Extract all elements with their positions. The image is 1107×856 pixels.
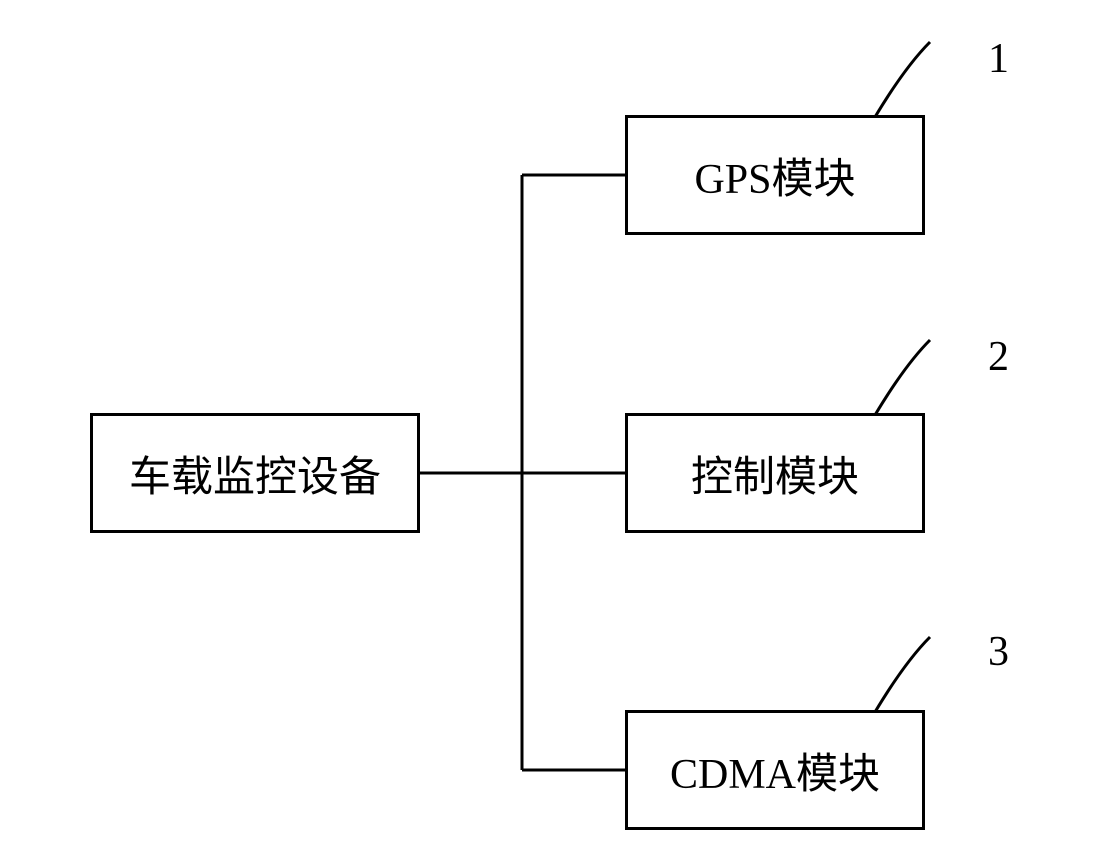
node-main-label: 车载监控设备: [129, 443, 381, 504]
node-ctrl: 控制模块: [625, 413, 925, 533]
node-gps-label: GPS模块: [694, 145, 855, 206]
ref-label-1: 1: [988, 35, 1009, 83]
block-diagram: 车载监控设备 GPS模块 控制模块 CDMA模块 1 2 3: [0, 0, 1107, 856]
node-ctrl-label: 控制模块: [691, 443, 859, 504]
node-cdma: CDMA模块: [625, 710, 925, 830]
node-gps: GPS模块: [625, 115, 925, 235]
node-main: 车载监控设备: [90, 413, 420, 533]
ref-label-2-text: 2: [988, 334, 1009, 380]
ref-label-3-text: 3: [988, 629, 1009, 675]
ref-label-1-text: 1: [988, 36, 1009, 82]
ref-label-2: 2: [988, 333, 1009, 381]
ref-label-3: 3: [988, 628, 1009, 676]
node-cdma-label: CDMA模块: [670, 740, 880, 801]
